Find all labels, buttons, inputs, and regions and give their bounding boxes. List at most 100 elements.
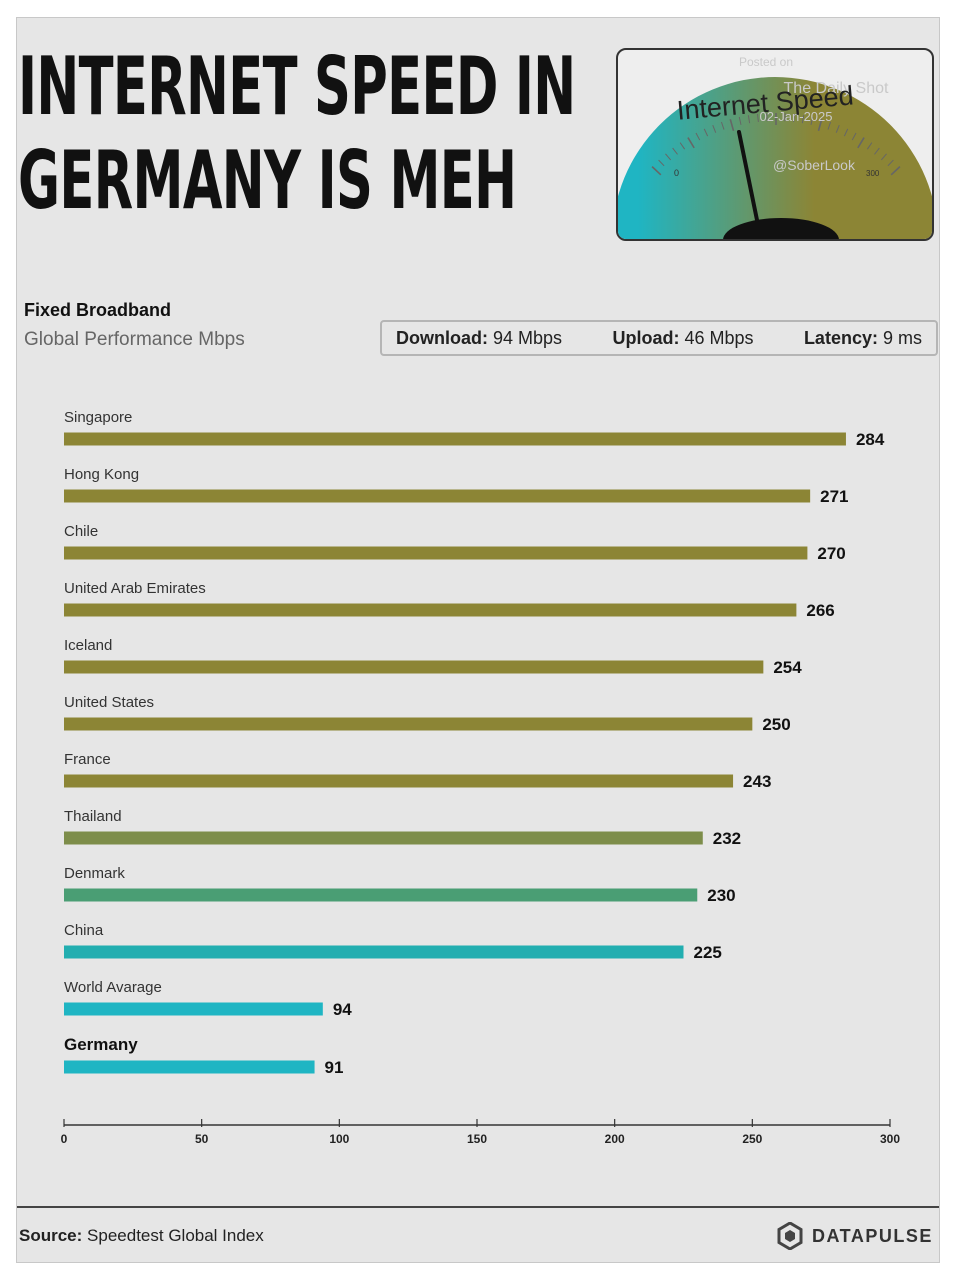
footer-divider	[17, 1206, 939, 1208]
bar-category-label: Hong Kong	[64, 466, 139, 483]
bar-category-label: World Avarage	[64, 979, 162, 996]
gauge-tick	[695, 132, 701, 141]
bar	[64, 831, 703, 845]
source-value: Speedtest Global Index	[87, 1226, 264, 1245]
page-title: INTERNET SPEED IN GERMANY IS MEH	[18, 40, 576, 228]
chart-subtitle: Fixed Broadband	[24, 300, 172, 320]
bar	[64, 432, 846, 446]
gauge-tick	[703, 128, 709, 137]
bar-value-label: 243	[743, 772, 771, 791]
bar	[64, 603, 797, 617]
x-tick-label: 0	[61, 1132, 68, 1146]
gauge-tick	[665, 153, 672, 161]
gauge-tick	[801, 115, 805, 124]
gauge-tick	[658, 159, 665, 167]
bar	[64, 774, 734, 788]
bar-chart: Singapore 284 Hong Kong 271 Chile 270 United A…	[61, 409, 901, 1146]
x-tick-label: 150	[467, 1132, 487, 1146]
gauge-tick	[729, 119, 735, 132]
watermark-line-2: The Daily Shot	[784, 80, 889, 97]
gauge-tick	[679, 142, 686, 150]
gauge-ticks	[651, 113, 901, 176]
bar-value-label: 266	[806, 601, 834, 620]
bar-value-label: 225	[694, 943, 722, 962]
gauge-tick	[851, 132, 857, 141]
stat-upload-value: 46 Mbps	[684, 327, 754, 348]
bar-category-label: China	[64, 922, 104, 939]
bar-category-label: Singapore	[64, 409, 132, 426]
bar-value-label: 284	[856, 430, 885, 449]
gauge-tick	[810, 116, 814, 125]
gauge-tick	[827, 121, 832, 130]
bar-value-label: 250	[762, 715, 790, 734]
title-line-2: GERMANY IS MEH	[18, 134, 517, 227]
gauge-hub	[723, 218, 839, 239]
gauge-scale-max: 300	[866, 169, 880, 178]
bar-value-label: 254	[773, 658, 802, 677]
gauge-tick	[651, 166, 662, 176]
gauge-tick	[843, 128, 849, 137]
gauge-tick	[738, 116, 742, 125]
gauge-tick	[672, 147, 678, 155]
stat-download-label: Download:	[396, 327, 488, 348]
gauge-tick	[887, 159, 894, 167]
stat-download: Download: 94 Mbps	[396, 328, 562, 349]
bar-category-label: Chile	[64, 523, 98, 540]
gauge-tick	[720, 121, 725, 130]
gauge-tick	[687, 137, 695, 149]
x-tick-label: 200	[605, 1132, 625, 1146]
gauge-tick	[857, 137, 865, 149]
stat-upload: Upload: 46 Mbps	[612, 328, 753, 349]
bar-value-label: 230	[707, 886, 735, 905]
gauge-dial	[618, 77, 932, 239]
bar-value-label: 271	[820, 487, 848, 506]
stat-upload-label: Upload:	[612, 327, 680, 348]
chart-unit-caption: Global Performance Mbps	[24, 329, 245, 350]
brand-logo: DATAPULSE	[776, 1222, 933, 1250]
bar-category-label: Germany	[64, 1035, 138, 1054]
bar-value-label: 270	[817, 544, 845, 563]
bar	[64, 1002, 323, 1016]
x-tick-label: 250	[742, 1132, 762, 1146]
gauge-tick	[747, 115, 751, 124]
bar-category-label: Denmark	[64, 865, 125, 882]
gauge-tick	[835, 125, 840, 133]
stat-download-value: 94 Mbps	[493, 327, 563, 348]
gauge-tick	[793, 113, 795, 123]
stat-latency-value: 9 ms	[882, 327, 922, 348]
watermark-line-3: 02-Jan-2025	[760, 109, 833, 124]
bar-value-label: 232	[713, 829, 741, 848]
title-line-1: INTERNET SPEED IN	[18, 40, 576, 133]
stat-latency-label: Latency:	[803, 327, 878, 348]
bar	[64, 1060, 315, 1074]
gauge-tick	[890, 166, 901, 176]
bar	[64, 717, 753, 731]
bar-category-label: United States	[64, 694, 154, 711]
bar-category-label: United Arab Emirates	[64, 580, 206, 597]
gauge-tick	[874, 147, 880, 155]
bar	[64, 546, 808, 560]
germany-stats-box: Download: 94 Mbps Upload: 46 Mbps Latenc…	[380, 320, 938, 356]
source-label: Source:	[19, 1226, 83, 1245]
x-tick-label: 50	[195, 1132, 209, 1146]
stat-latency: Latency: 9 ms	[804, 328, 922, 349]
watermark-line-1: Posted on	[739, 55, 793, 69]
bar	[64, 888, 698, 902]
gauge-tick	[757, 113, 759, 123]
gauge-needle	[737, 130, 759, 222]
x-tick-label: 300	[880, 1132, 900, 1146]
bar	[64, 489, 811, 503]
speedometer-illustration: Posted on The Daily Shot 02-Jan-2025 @So…	[616, 48, 934, 241]
gauge-scale-min: 0	[674, 168, 679, 178]
bar	[64, 660, 764, 674]
gauge-tick	[866, 142, 873, 150]
bar-category-label: France	[64, 751, 111, 768]
bar-category-label: Thailand	[64, 808, 122, 825]
gauge-tick	[817, 119, 823, 132]
bar-value-label: 94	[333, 1000, 352, 1019]
bar-category-label: Iceland	[64, 637, 112, 654]
watermark-line-4: @SoberLook	[773, 157, 856, 173]
x-tick-label: 100	[329, 1132, 349, 1146]
bar	[64, 945, 684, 959]
datapulse-hexagon-icon	[777, 1222, 803, 1250]
